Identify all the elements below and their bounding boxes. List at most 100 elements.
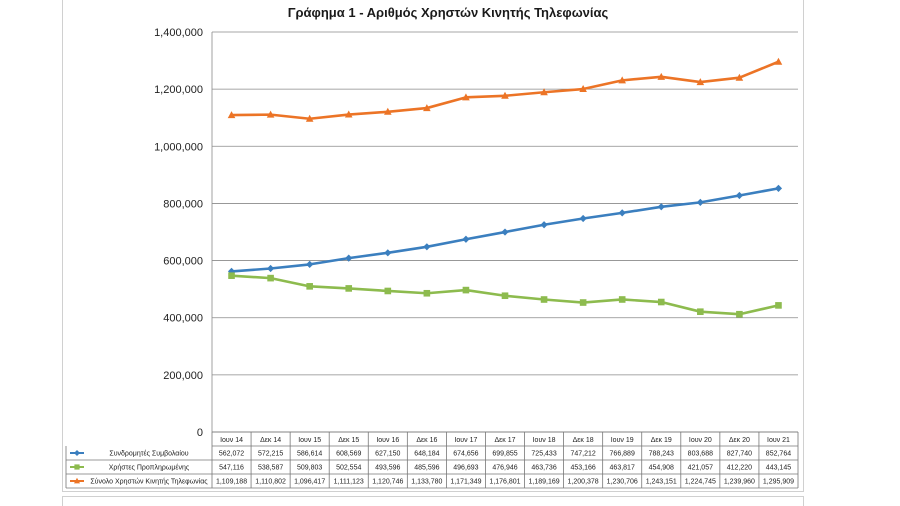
data-label: 538,587: [258, 465, 283, 472]
x-tick-label: Ιουν 14: [220, 437, 243, 444]
data-point: [266, 110, 275, 118]
x-tick-label: Δεκ 15: [338, 437, 359, 444]
y-tick-label: 1,000,000: [154, 141, 203, 153]
data-label: 747,212: [570, 451, 595, 458]
data-label: 493,596: [375, 465, 400, 472]
data-label: 509,803: [297, 465, 322, 472]
legend-key-marker: [74, 464, 80, 470]
data-point: [344, 110, 353, 118]
x-tick-label: Ιουν 20: [689, 437, 712, 444]
data-label: 608,569: [336, 451, 361, 458]
data-label: 463,736: [531, 465, 556, 472]
x-tick-label: Ιουν 16: [376, 437, 399, 444]
data-label: 699,855: [492, 451, 517, 458]
data-point: [227, 267, 236, 276]
data-point: [735, 73, 744, 81]
data-point: [423, 289, 431, 297]
data-point: [657, 72, 666, 80]
data-label: 454,908: [649, 465, 674, 472]
data-label: 1,239,960: [724, 479, 755, 486]
data-point: [227, 111, 236, 119]
data-point: [774, 57, 783, 65]
data-point: [657, 203, 665, 211]
data-point: [306, 283, 313, 290]
data-label: 627,150: [375, 451, 400, 458]
data-point: [384, 287, 392, 295]
data-point: [501, 292, 509, 300]
data-label: 586,614: [297, 451, 322, 458]
data-label: 1,176,801: [489, 479, 520, 486]
data-point: [267, 264, 275, 273]
data-point: [345, 254, 353, 262]
data-point: [267, 274, 274, 282]
x-tick-label: Ιουν 18: [533, 437, 556, 444]
data-label: 725,433: [531, 451, 556, 458]
data-table: Ιουν 14 Δεκ 14 Ιουν 15 Δεκ 15 Ιουν 16 Δεκ 16 Ι…: [65, 431, 799, 489]
data-point: [345, 285, 353, 292]
data-label: 852,764: [766, 451, 791, 458]
legend-key-marker: [74, 450, 80, 456]
x-tick-label: Ιουν 17: [454, 437, 477, 444]
data-label: 443,145: [766, 465, 791, 472]
data-label: 1,224,745: [685, 479, 716, 486]
data-label: 547,116: [219, 465, 244, 472]
y-tick-label: 800,000: [163, 198, 203, 210]
data-label: 674,656: [453, 451, 478, 458]
data-point: [462, 93, 470, 101]
bottom-panel-edge: [62, 496, 804, 506]
data-label: 1,109,188: [216, 479, 247, 486]
data-label: 1,295,909: [763, 479, 794, 486]
data-label: 1,230,706: [607, 479, 638, 486]
data-label: 648,184: [414, 451, 439, 458]
data-point: [618, 296, 626, 303]
data-label: 463,817: [610, 465, 635, 472]
data-point: [540, 296, 548, 303]
x-tick-label: Δεκ 16: [416, 437, 437, 444]
legend-series-name: Σύνολο Χρηστών Κινητής Τηλεφωνίας: [90, 478, 208, 486]
data-label: 827,740: [727, 451, 752, 458]
data-point: [618, 76, 626, 84]
data-point: [774, 184, 783, 192]
data-label: 1,243,151: [646, 479, 677, 486]
x-tick-label: Ιουν 21: [767, 437, 790, 444]
data-label: 1,111,123: [334, 479, 364, 486]
data-point: [579, 85, 587, 93]
y-tick-label: 1,400,000: [154, 27, 203, 39]
data-point: [423, 243, 431, 251]
data-label: 572,215: [258, 451, 283, 458]
data-label: 412,220: [727, 465, 752, 472]
data-point: [306, 260, 314, 268]
data-label: 803,688: [688, 451, 713, 458]
chart-title: Γράφημα 1 - Αριθμός Χρηστών Κινητής Τηλε…: [288, 5, 609, 20]
data-point: [384, 249, 392, 257]
y-tick-label: 400,000: [163, 313, 203, 325]
y-axis: 0 200,000 400,000 600,000 800,000 1,000,000 1,…: [154, 27, 213, 439]
data-point: [305, 114, 314, 122]
data-label: 485,596: [414, 465, 439, 472]
data-point: [735, 191, 743, 200]
data-point: [696, 78, 705, 86]
series-lines: [227, 57, 783, 318]
data-point: [384, 107, 392, 115]
legend-series-name: Συνδρομητές Συμβολαίου: [109, 450, 188, 458]
data-point: [462, 286, 470, 294]
data-label: 1,171,349: [450, 479, 481, 486]
data-label: 421,057: [688, 465, 713, 472]
x-tick-label: Ιουν 19: [611, 437, 634, 444]
data-point: [618, 209, 626, 217]
chart-frame: [62, 0, 804, 492]
data-point: [540, 221, 548, 229]
data-label: 766,889: [610, 451, 635, 458]
data-label: 453,166: [570, 465, 595, 472]
data-point: [228, 272, 235, 279]
x-tick-label: Δεκ 19: [651, 437, 672, 444]
data-label: 1,189,169: [528, 479, 559, 486]
data-point: [696, 198, 704, 206]
y-tick-label: 1,200,000: [154, 84, 203, 96]
data-label: 1,133,780: [411, 479, 442, 486]
data-point: [540, 88, 548, 96]
data-label: 1,110,802: [255, 479, 286, 486]
data-point: [736, 310, 743, 318]
legend-series-name: Χρήστες Προπληρωμένης: [109, 464, 190, 472]
